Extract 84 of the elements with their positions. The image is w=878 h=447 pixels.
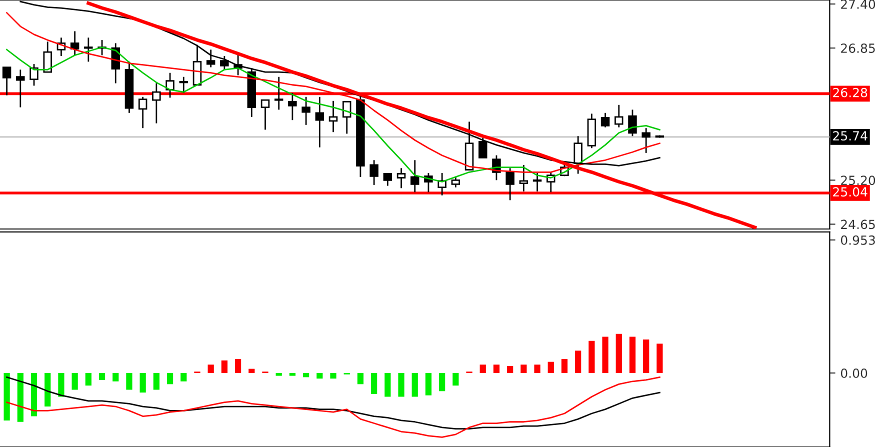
bar — [520, 364, 527, 374]
bar — [153, 373, 160, 390]
ref-line-label: 25.04 — [833, 187, 868, 197]
bar — [398, 373, 404, 397]
bar — [561, 359, 568, 374]
bar — [384, 373, 391, 397]
candlestick — [451, 176, 460, 188]
y-tick-label: 25.20 — [841, 176, 876, 186]
candlestick — [410, 159, 420, 193]
candlestick — [302, 96, 310, 126]
y-tick-label: 0.953 — [840, 235, 875, 245]
candlestick — [84, 36, 93, 62]
candlestick — [2, 66, 12, 96]
bar — [316, 373, 323, 379]
candlestick — [16, 68, 25, 108]
candlestick — [614, 104, 624, 128]
bar — [643, 339, 650, 374]
candlestick — [383, 172, 392, 186]
bar — [17, 373, 24, 422]
candlestick — [628, 109, 637, 137]
candlestick — [506, 167, 514, 201]
bar — [112, 373, 119, 382]
bar — [412, 373, 418, 397]
bar — [656, 344, 663, 374]
bar — [30, 373, 38, 416]
y-tick-label: 26.85 — [841, 44, 875, 53]
bar — [330, 373, 336, 379]
bar — [44, 373, 51, 407]
bar — [493, 364, 500, 374]
candlestick — [260, 99, 270, 130]
candlestick — [328, 100, 338, 133]
candlestick — [288, 92, 297, 121]
bar — [302, 373, 310, 378]
candlestick — [166, 72, 174, 98]
ref-line-label: 26.28 — [833, 88, 868, 98]
bar — [616, 334, 622, 374]
bar — [439, 373, 446, 392]
candlestick — [370, 159, 378, 186]
bar — [629, 336, 636, 374]
bar — [370, 373, 378, 394]
bar — [248, 368, 255, 374]
candlestick — [519, 164, 528, 192]
bar — [85, 373, 92, 386]
candlestick — [138, 96, 148, 129]
candlestick — [206, 48, 216, 68]
candlestick — [179, 76, 188, 94]
y-tick-label: 0.00 — [840, 368, 868, 378]
bar — [480, 364, 486, 374]
bar — [276, 373, 282, 376]
bar — [208, 364, 214, 374]
bar — [452, 373, 459, 386]
candlestick — [43, 40, 52, 73]
bar — [575, 350, 582, 374]
bar — [507, 366, 514, 374]
bar — [234, 359, 242, 374]
bar — [289, 373, 296, 376]
candlestick — [70, 30, 80, 56]
bar — [602, 336, 608, 374]
bar — [58, 373, 64, 397]
bar — [180, 373, 187, 382]
bar — [548, 362, 554, 374]
bar — [588, 340, 595, 374]
y-tick-label: 24.65 — [841, 220, 875, 230]
candlestick — [152, 82, 161, 124]
candlestick — [30, 63, 38, 86]
bar — [357, 373, 364, 384]
candlestick — [220, 55, 229, 70]
bar — [221, 360, 228, 374]
candlestick — [396, 167, 406, 189]
bar — [166, 373, 174, 384]
candlestick — [315, 96, 324, 148]
bar — [72, 373, 78, 390]
bar — [140, 373, 146, 393]
ref-line-label: 25.74 — [833, 131, 868, 141]
bar — [4, 373, 10, 420]
candlestick — [600, 112, 610, 128]
bar — [98, 373, 106, 380]
bar — [126, 373, 132, 390]
candlestick — [642, 127, 650, 154]
candlestick — [532, 172, 542, 192]
candlestick — [478, 137, 488, 158]
candlestick — [274, 76, 284, 110]
bar — [534, 364, 540, 374]
bar — [425, 373, 432, 396]
